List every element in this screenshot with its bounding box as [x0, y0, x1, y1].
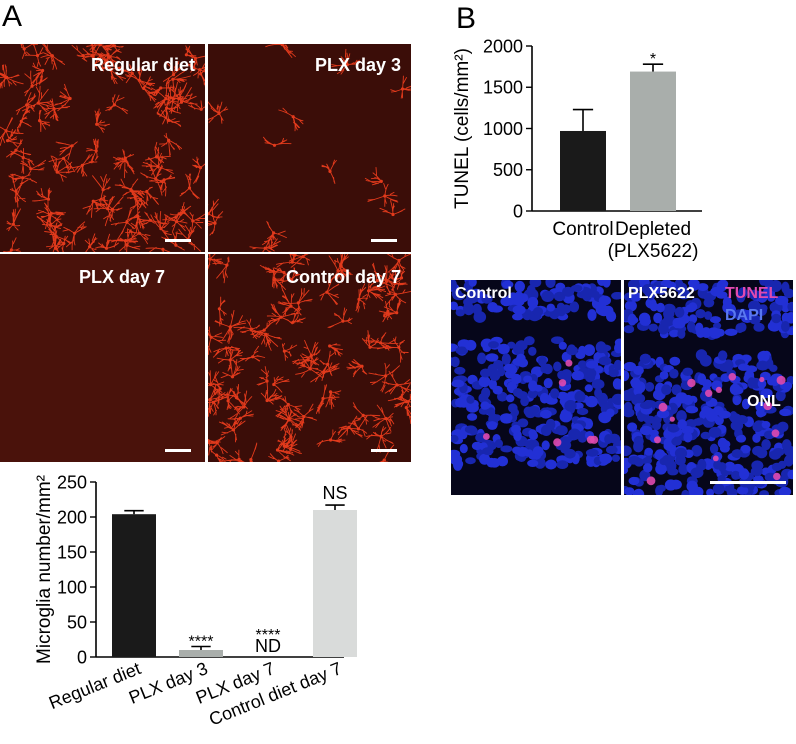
onl-layer-label: ONL — [747, 393, 781, 410]
y-tick-label: 0 — [513, 201, 523, 221]
bar — [112, 514, 156, 657]
panel-label-b: B — [456, 2, 477, 35]
significance-label: * — [650, 51, 656, 68]
y-tick-label: 1500 — [483, 78, 523, 98]
category-label: (PLX5622) — [608, 241, 699, 262]
micrograph-regular-diet: Regular diet — [0, 44, 205, 252]
bar — [179, 650, 223, 657]
microglia-image — [208, 254, 411, 462]
micrograph-plx-day-3: PLX day 3 — [208, 44, 411, 252]
microglia-image — [208, 44, 411, 252]
fluorescence-plx5622: PLX5622 TUNEL DAPI ONL — [624, 280, 793, 495]
category-label: Control — [552, 219, 613, 240]
microglia-cells — [0, 44, 205, 252]
micrograph-label: Regular diet — [90, 55, 195, 75]
y-tick-label: 250 — [57, 472, 87, 492]
category-label: Depleted — [615, 219, 691, 240]
micrograph-label: PLX day 7 — [78, 267, 165, 287]
scale-bar — [165, 239, 191, 242]
microglia-cells — [208, 44, 411, 252]
retina-image — [624, 280, 793, 495]
retina-image — [451, 280, 621, 471]
dapi-channel-label: DAPI — [725, 307, 764, 324]
category-label: Regular diet — [46, 658, 143, 713]
significance-label: **** — [189, 634, 214, 651]
y-tick-label: 1000 — [483, 119, 523, 139]
micrograph-control-day-7: Control day 7 — [208, 254, 411, 462]
micrograph-grid: Regular diet PLX day 3 PLX day 7 Control… — [0, 44, 411, 462]
micrograph-plx-day-7: PLX day 7 — [0, 254, 205, 462]
fluorescence-control: Control — [451, 280, 621, 495]
scale-bar — [371, 449, 397, 452]
tunel-fluorescence-panel: Control PLX5622 TUNEL DAPI ONL — [451, 280, 793, 495]
dapi-nuclei — [451, 280, 621, 471]
tunel-cells — [646, 373, 786, 486]
y-tick-label: 500 — [493, 160, 523, 180]
tunel-count-chart: 0 500 1000 1500 2000 TUNEL (cells/mm²) Control… — [452, 36, 702, 262]
significance-label: ND — [255, 636, 281, 656]
bar — [560, 130, 606, 211]
bar — [313, 510, 357, 657]
y-tick-label: 2000 — [483, 36, 523, 56]
bar — [630, 71, 676, 211]
microglia-image — [0, 254, 205, 462]
y-tick-label: 100 — [57, 577, 87, 597]
scale-bar — [371, 239, 397, 242]
microglia-cells — [208, 254, 411, 462]
y-tick-label: 50 — [67, 612, 87, 632]
scale-bar — [165, 449, 191, 452]
y-axis-label: Microglia number/mm² — [34, 475, 55, 664]
significance-label: NS — [322, 483, 347, 503]
y-tick-label: 0 — [77, 647, 87, 667]
significance-label: **** — [256, 627, 281, 644]
dapi-nuclei — [624, 280, 793, 495]
y-axis-label: TUNEL (cells/mm²) — [452, 48, 473, 209]
tunel-cells — [483, 359, 599, 447]
tissue-background — [0, 44, 205, 252]
micrograph-label: PLX day 3 — [314, 55, 401, 75]
fluorescence-label: PLX5622 — [628, 285, 695, 302]
microglia-image — [0, 44, 205, 252]
y-tick-label: 200 — [57, 507, 87, 527]
panel-label-a: A — [2, 0, 23, 33]
tunel-channel-label: TUNEL — [725, 285, 779, 302]
tissue-background — [0, 254, 205, 462]
fluorescence-label: Control — [455, 285, 512, 302]
tissue-background — [208, 44, 411, 252]
micrograph-label: Control day 7 — [285, 267, 401, 287]
scale-bar — [710, 481, 786, 484]
y-tick-label: 150 — [57, 542, 87, 562]
